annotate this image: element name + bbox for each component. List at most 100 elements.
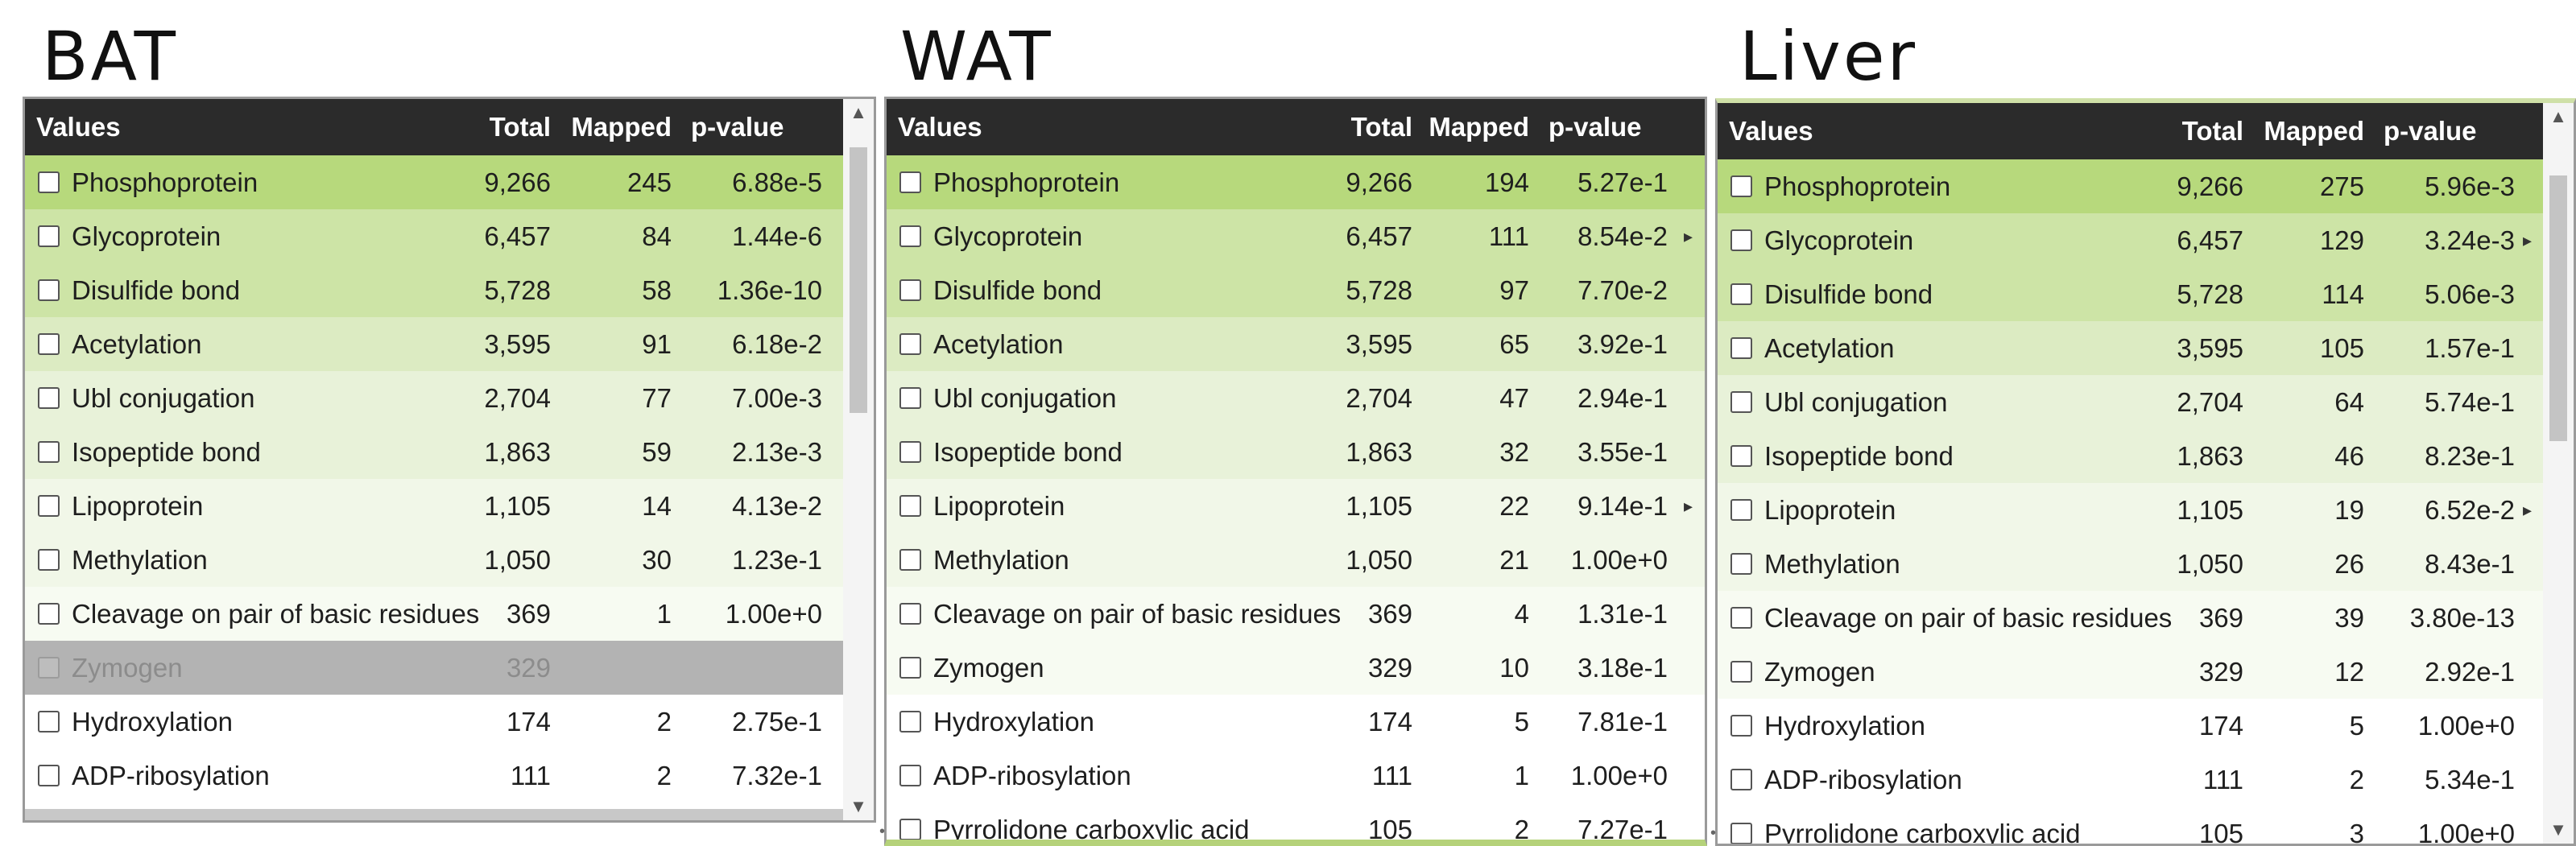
column-header-pvalue[interactable]: p-value: [1548, 112, 1642, 142]
row-checkbox[interactable]: [899, 657, 921, 679]
table-row[interactable]: Phosphoprotein 9,266 275 5.96e-3: [1718, 159, 2543, 213]
row-checkbox[interactable]: [899, 387, 921, 409]
scroll-down-icon[interactable]: ▼: [850, 796, 867, 816]
table-row[interactable]: Cleavage on pair of basic residues 369 39 3…: [1718, 591, 2543, 645]
table-row[interactable]: Cleavage on pair of basic residues 369 4 1.…: [887, 587, 1705, 641]
row-checkbox[interactable]: [38, 333, 60, 355]
table-row[interactable]: Zymogen 329 12 2.92e-1: [1718, 645, 2543, 699]
row-checkbox[interactable]: [899, 765, 921, 786]
scroll-thumb[interactable]: [2549, 175, 2567, 441]
table-row[interactable]: Glycoprotein 6,457 111 8.54e-2 ▸: [887, 209, 1705, 263]
table-row[interactable]: ADP-ribosylation 111 2 5.34e-1: [1718, 753, 2543, 807]
table-row[interactable]: Acetylation 3,595 91 6.18e-2: [25, 317, 843, 371]
expand-arrow-icon[interactable]: ▸: [2523, 230, 2533, 250]
row-checkbox[interactable]: [1730, 607, 1752, 629]
table-row[interactable]: Pyrrolidone carboxylic acid 105 3 1.00e+0: [1718, 807, 2543, 844]
row-checkbox[interactable]: [899, 603, 921, 625]
table-row[interactable]: ADP-ribosylation 111 1 1.00e+0: [887, 749, 1705, 803]
column-header-mapped[interactable]: Mapped: [2264, 116, 2364, 146]
row-checkbox[interactable]: [1730, 175, 1752, 197]
table-row[interactable]: Pyrrolidone carboxylic acid 105 2 7.27e-1: [887, 803, 1705, 840]
table-row[interactable]: Methylation 1,050 26 8.43e-1: [1718, 537, 2543, 591]
row-checkbox[interactable]: [899, 441, 921, 463]
row-checkbox[interactable]: [1730, 445, 1752, 467]
column-header-mapped[interactable]: Mapped: [1429, 112, 1529, 142]
row-checkbox[interactable]: [38, 225, 60, 247]
column-header-values[interactable]: Values: [1729, 116, 1813, 146]
table-row[interactable]: Hydroxylation 174 5 1.00e+0: [1718, 699, 2543, 753]
table-row[interactable]: Isopeptide bond 1,863 59 2.13e-3: [25, 425, 843, 479]
row-checkbox[interactable]: [38, 387, 60, 409]
row-checkbox[interactable]: [38, 765, 60, 786]
table-row[interactable]: Disulfide bond 5,728 97 7.70e-2: [887, 263, 1705, 317]
table-row[interactable]: Glycoprotein 6,457 129 3.24e-3 ▸: [1718, 213, 2543, 267]
table-row[interactable]: Disulfide bond 5,728 58 1.36e-10: [25, 263, 843, 317]
row-checkbox[interactable]: [899, 711, 921, 733]
row-checkbox[interactable]: [1730, 229, 1752, 251]
row-checkbox[interactable]: [38, 495, 60, 517]
table-row[interactable]: Hydroxylation 174 5 7.81e-1: [887, 695, 1705, 749]
table-row[interactable]: Zymogen 329 10 3.18e-1: [887, 641, 1705, 695]
expand-arrow-icon[interactable]: ▸: [2523, 500, 2533, 520]
column-header-total[interactable]: Total: [2181, 116, 2243, 146]
row-checkbox[interactable]: [38, 441, 60, 463]
table-row[interactable]: Zymogen 329: [25, 641, 843, 695]
column-header-values[interactable]: Values: [36, 112, 121, 142]
row-checkbox[interactable]: [38, 549, 60, 571]
table-row[interactable]: Hydroxylation 174 2 2.75e-1: [25, 695, 843, 749]
row-checkbox[interactable]: [899, 225, 921, 247]
expand-arrow-icon[interactable]: ▸: [1684, 226, 1693, 246]
table-row[interactable]: Lipoprotein 1,105 19 6.52e-2 ▸: [1718, 483, 2543, 537]
row-checkbox[interactable]: [899, 333, 921, 355]
row-checkbox[interactable]: [1730, 283, 1752, 305]
table-row[interactable]: Disulfide bond 5,728 114 5.06e-3: [1718, 267, 2543, 321]
column-header-pvalue[interactable]: p-value: [2384, 116, 2477, 146]
table-row[interactable]: Ubl conjugation 2,704 77 7.00e-3: [25, 371, 843, 425]
row-checkbox[interactable]: [38, 657, 60, 679]
row-checkbox[interactable]: [899, 171, 921, 193]
row-checkbox[interactable]: [1730, 769, 1752, 790]
table-row[interactable]: Methylation 1,050 30 1.23e-1: [25, 533, 843, 587]
column-header-pvalue[interactable]: p-value: [691, 112, 784, 142]
column-header-values[interactable]: Values: [898, 112, 982, 142]
vertical-scrollbar[interactable]: ▲ ▼: [2543, 103, 2574, 844]
table-row[interactable]: Cleavage on pair of basic residues 369 1 1.…: [25, 587, 843, 641]
row-checkbox[interactable]: [1730, 337, 1752, 359]
row-checkbox[interactable]: [38, 711, 60, 733]
table-row[interactable]: Acetylation 3,595 105 1.57e-1: [1718, 321, 2543, 375]
column-header-mapped[interactable]: Mapped: [571, 112, 672, 142]
table-row[interactable]: Isopeptide bond 1,863 32 3.55e-1: [887, 425, 1705, 479]
scroll-up-icon[interactable]: ▲: [850, 102, 867, 122]
row-checkbox[interactable]: [1730, 823, 1752, 844]
table-row[interactable]: Phosphoprotein 9,266 245 6.88e-5: [25, 155, 843, 209]
row-checkbox[interactable]: [899, 819, 921, 840]
table-row[interactable]: Ubl conjugation 2,704 64 5.74e-1: [1718, 375, 2543, 429]
vertical-scrollbar[interactable]: ▲ ▼: [843, 99, 874, 820]
row-checkbox[interactable]: [1730, 715, 1752, 737]
row-checkbox[interactable]: [899, 495, 921, 517]
row-checkbox[interactable]: [1730, 553, 1752, 575]
column-header-total[interactable]: Total: [489, 112, 551, 142]
row-checkbox[interactable]: [38, 603, 60, 625]
scroll-down-icon[interactable]: ▼: [2549, 819, 2567, 840]
expand-arrow-icon[interactable]: ▸: [1684, 496, 1693, 516]
horizontal-scrollbar[interactable]: [25, 809, 843, 820]
row-checkbox[interactable]: [899, 549, 921, 571]
scroll-thumb[interactable]: [850, 147, 867, 413]
row-checkbox[interactable]: [899, 279, 921, 301]
row-checkbox[interactable]: [1730, 391, 1752, 413]
row-checkbox[interactable]: [1730, 661, 1752, 683]
table-row[interactable]: ADP-ribosylation 111 2 7.32e-1: [25, 749, 843, 803]
scroll-up-icon[interactable]: ▲: [2549, 106, 2567, 126]
table-row[interactable]: Methylation 1,050 21 1.00e+0: [887, 533, 1705, 587]
row-checkbox[interactable]: [38, 279, 60, 301]
row-checkbox[interactable]: [38, 171, 60, 193]
table-row[interactable]: Ubl conjugation 2,704 47 2.94e-1: [887, 371, 1705, 425]
table-row[interactable]: Lipoprotein 1,105 22 9.14e-1 ▸: [887, 479, 1705, 533]
row-checkbox[interactable]: [1730, 499, 1752, 521]
table-row[interactable]: Phosphoprotein 9,266 194 5.27e-1: [887, 155, 1705, 209]
table-row[interactable]: Isopeptide bond 1,863 46 8.23e-1: [1718, 429, 2543, 483]
column-header-total[interactable]: Total: [1350, 112, 1412, 142]
